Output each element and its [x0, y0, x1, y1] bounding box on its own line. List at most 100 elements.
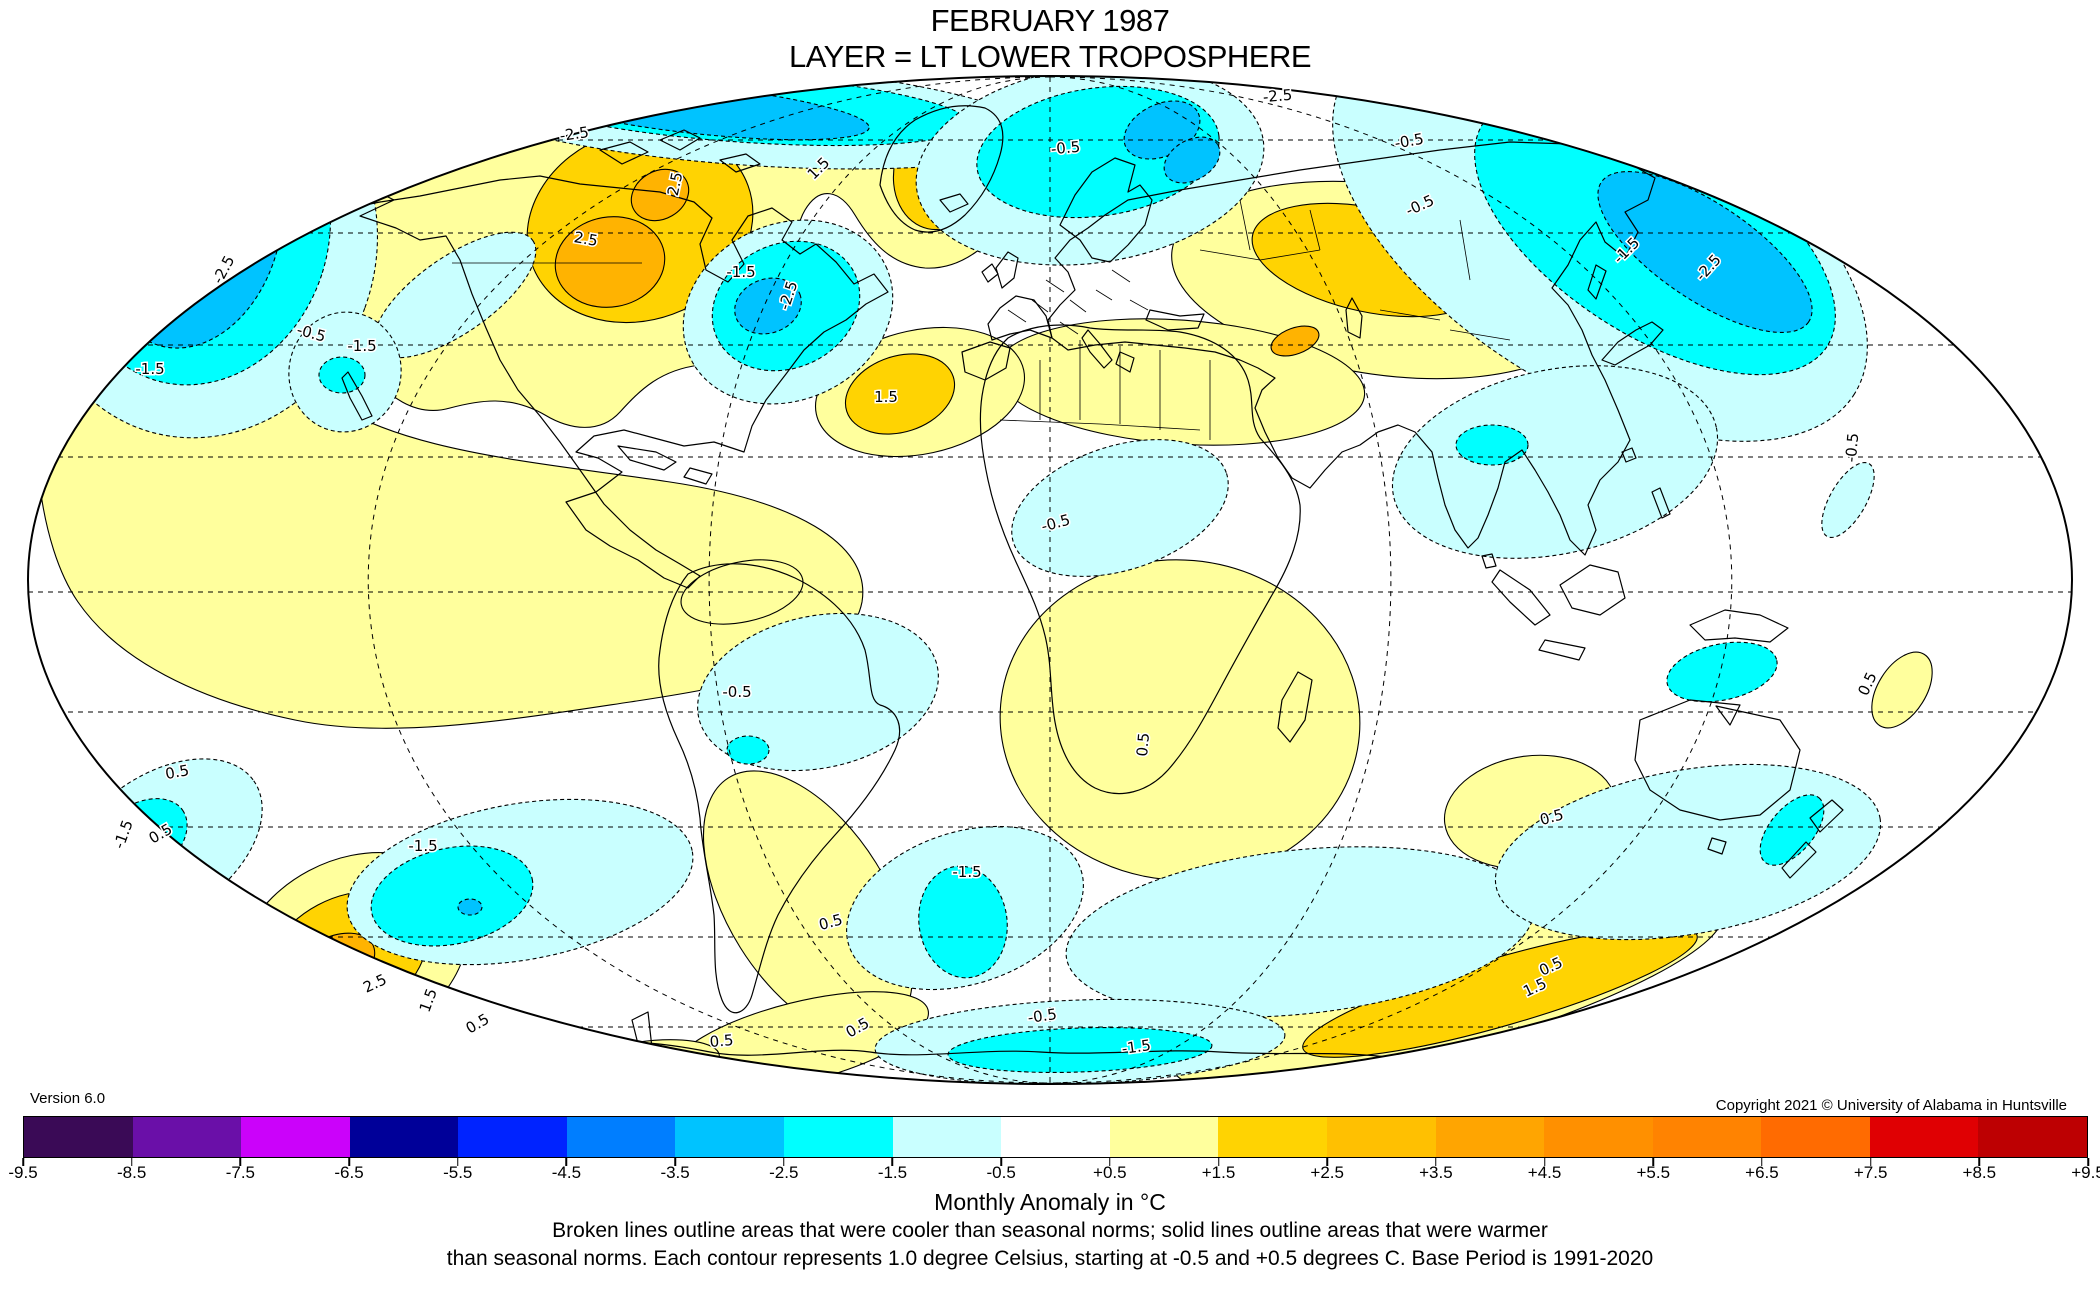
coast-new-guinea: [1689, 609, 1789, 643]
colorbar-tickmark: [565, 1158, 568, 1166]
contour-label: -1.5: [110, 817, 137, 851]
warm-core-canada-south: [554, 216, 666, 308]
colorbar-tick-label: +3.5: [1419, 1163, 1453, 1182]
coast-java: [1538, 639, 1586, 661]
coast-tasmania: [1707, 837, 1727, 855]
colorbar-segment-5: [566, 1117, 676, 1157]
colorbar-tickmark: [130, 1158, 133, 1166]
cold-south-atlantic-core: [918, 865, 1008, 979]
colorbar-tick-label: +9.5: [2071, 1163, 2100, 1182]
colorbar-tick-label: +2.5: [1310, 1163, 1344, 1182]
version-label: Version 6.0: [30, 1090, 106, 1107]
graticule: [28, 76, 2072, 1084]
cold-equatorial-atlantic: [1011, 439, 1229, 577]
coast-hispaniola: [683, 467, 713, 485]
colorbar-segment-15: [1652, 1117, 1762, 1157]
coast-africa: [979, 324, 1301, 795]
colorbar-tick-label: +6.5: [1745, 1163, 1779, 1182]
colorbar-tickmark: [1000, 1158, 1002, 1166]
contour-label: 1.5: [874, 388, 898, 406]
colorbar-segment-3: [349, 1117, 459, 1157]
cold-arctic-streak: [1529, 80, 1671, 116]
warm-spot-levant: [1270, 325, 1320, 357]
coast-greenland: [879, 105, 1004, 233]
contour-label: -0.5: [1050, 138, 1081, 158]
colorbar-segment-18: [1978, 1117, 2087, 1157]
cold-west-pacific-spot: [1821, 461, 1875, 539]
colorbar-title: Monthly Anomaly in °C: [934, 1189, 1166, 1215]
coast-taiwan: [1621, 447, 1637, 463]
coast-eurasia: [1047, 141, 1656, 556]
colorbar-tick-label: -6.5: [334, 1163, 364, 1182]
coast-iberia: [961, 341, 1011, 381]
colorbar-tickmark: [2087, 1158, 2089, 1166]
title-line1: FEBRUARY 1987: [930, 3, 1170, 38]
colorbar-tickmark: [1109, 1158, 1111, 1166]
caption-line2: than seasonal norms. Each contour repres…: [446, 1247, 1654, 1270]
colorbar-segment-10: [1109, 1117, 1219, 1157]
cold-arctic-streak-dark: [1522, 82, 1604, 110]
colorbar-tick-label: -0.5: [986, 1163, 1016, 1182]
colorbar-tick-label: -4.5: [551, 1163, 582, 1182]
coast-new-zealand-north: [1809, 799, 1844, 833]
coast-arctic-island-a: [599, 141, 649, 165]
coast-black-sea: [1145, 309, 1205, 331]
colorbar-tick-label: +4.5: [1527, 1163, 1562, 1182]
coast-west-europe: [987, 295, 1053, 341]
coast-philippines: [1651, 487, 1671, 519]
colorbar-tickmark: [783, 1158, 785, 1166]
colorbar-tick-label: -2.5: [769, 1163, 799, 1182]
coast-arctic-island-c: [719, 153, 761, 173]
colorbar-tick-label: -1.5: [877, 1163, 908, 1182]
colorbar-segment-13: [1435, 1117, 1545, 1157]
cold-south-midpacific-dot: [457, 898, 483, 916]
colorbar-segment-4: [458, 1117, 567, 1157]
colorbar-segment-12: [1326, 1117, 1436, 1157]
colorbar-tickmark: [1543, 1158, 1546, 1166]
colorbar-tick-label: +0.5: [1093, 1163, 1127, 1182]
contour-label: 0.5: [463, 1010, 493, 1038]
colorbar: [23, 1116, 2088, 1158]
coast-sumatra: [1491, 569, 1551, 626]
coast-new-zealand-south: [1781, 841, 1817, 879]
coast-baja: [341, 371, 373, 421]
colorbar-tick-label: -8.5: [117, 1163, 147, 1182]
colorbar-tick-label: -5.5: [443, 1163, 473, 1182]
colorbar-tickmark: [1761, 1158, 1763, 1166]
coast-north-america: [305, 175, 889, 589]
coast-iceland: [939, 193, 969, 213]
cold-north-australia: [1666, 641, 1778, 703]
colorbar-tickmark: [891, 1158, 894, 1166]
contour-label: -0.5: [722, 683, 751, 701]
colorbar-tick-label: +5.5: [1636, 1163, 1671, 1182]
colorbar-segment-2: [241, 1117, 350, 1157]
cold-mexico-core: [318, 356, 366, 394]
coast-madagascar: [1277, 671, 1313, 743]
page-title: FEBRUARY 1987 LAYER = LT LOWER TROPOSPHE…: [0, 3, 2100, 75]
colorbar-segment-14: [1544, 1117, 1653, 1157]
coast-borneo: [1559, 564, 1626, 616]
coast-greece: [1115, 351, 1135, 373]
cold-india-core: [1455, 424, 1529, 466]
colorbar-segment-1: [132, 1117, 242, 1157]
colorbar-tickmark: [1217, 1158, 1220, 1166]
coast-south-america: [658, 563, 901, 1014]
coast-sakhalin: [1587, 264, 1607, 300]
colorbar-tickmark: [239, 1158, 242, 1166]
contour-label: -1.5: [408, 837, 437, 855]
coast-japan: [1601, 321, 1664, 366]
colorbar-tick-labels: -9.5 -8.5 -7.5 -6.5 -5.5 -4.5 -3.5 -2.5 -1.5 -0.5…: [8, 1163, 2100, 1183]
colorbar-tick-label: +7.5: [1853, 1163, 1888, 1182]
coast-australia: [1634, 699, 1801, 821]
colorbar-tickmark: [348, 1158, 350, 1166]
map-outline: [27, 75, 2073, 1085]
warm-core-canada-north: [630, 168, 690, 222]
contour-label: 0.5: [1133, 732, 1153, 757]
colorbar-segment-8: [892, 1117, 1002, 1157]
cold-india-sea-outer: [1391, 365, 1719, 559]
cold-barents-core-b: [1163, 136, 1221, 184]
cold-brazil-core: [726, 735, 770, 765]
title-line2: LAYER = LT LOWER TROPOSPHERE: [788, 39, 1312, 74]
colorbar-tick-label: +1.5: [1201, 1163, 1236, 1182]
cold-great-lakes-core: [734, 277, 802, 335]
